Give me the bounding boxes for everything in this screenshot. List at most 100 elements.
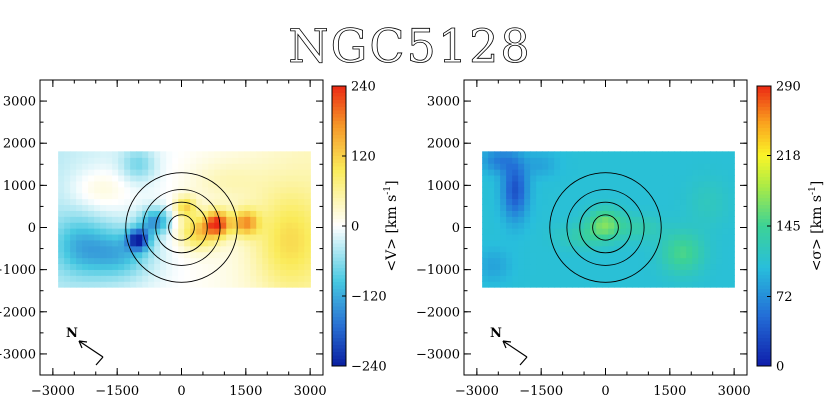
- heatmap-cell: [202, 157, 209, 164]
- heatmap-cell: [716, 251, 723, 259]
- heatmap-cell: [632, 204, 639, 211]
- heatmap-cell: [190, 151, 197, 158]
- colorbar-segment: [332, 303, 346, 307]
- heatmap-cell: [184, 163, 191, 170]
- heatmap-cell: [686, 216, 693, 223]
- heatmap-cell: [608, 216, 615, 223]
- heatmap-cell: [584, 281, 591, 288]
- heatmap-cell: [506, 192, 513, 200]
- heatmap-cell: [166, 222, 173, 229]
- heatmap-cell: [572, 169, 579, 176]
- heatmap-cell: [298, 281, 305, 288]
- heatmap-cell: [488, 251, 495, 259]
- heatmap-cell: [488, 192, 495, 200]
- heatmap-cell: [304, 204, 311, 211]
- heatmap-cell: [118, 222, 125, 229]
- heatmap-cell: [232, 192, 239, 200]
- heatmap-cell: [100, 180, 107, 188]
- heatmap-cell: [262, 216, 269, 223]
- heatmap-cell: [584, 174, 591, 182]
- heatmap-cell: [106, 151, 113, 158]
- heatmap-cell: [142, 169, 149, 176]
- heatmap-cell: [590, 245, 597, 253]
- heatmap-cell: [704, 233, 711, 241]
- aperture-circle: [125, 172, 238, 283]
- compass-north-label: N: [66, 326, 78, 341]
- heatmap-cell: [638, 169, 645, 176]
- heatmap-cell: [76, 251, 83, 259]
- heatmap-cell: [620, 163, 627, 170]
- heatmap-cell: [728, 269, 735, 276]
- heatmap-cell: [626, 186, 633, 194]
- heatmap-cell: [644, 275, 651, 282]
- heatmap-cell: [542, 192, 549, 200]
- heatmap-cell: [698, 228, 705, 235]
- heatmap-cell: [64, 222, 71, 229]
- heatmap-cell: [632, 245, 639, 253]
- colorbar-segment: [757, 292, 771, 297]
- heatmap-cell: [274, 157, 281, 164]
- heatmap-cell: [632, 169, 639, 176]
- heatmap-cell: [202, 186, 209, 194]
- heatmap-cell: [716, 186, 723, 194]
- heatmap-cell: [142, 257, 149, 265]
- heatmap-cell: [518, 180, 525, 188]
- heatmap-cell: [208, 174, 215, 182]
- heatmap-cell: [722, 239, 729, 247]
- heatmap-cell: [566, 198, 573, 206]
- heatmap-cell: [124, 157, 131, 164]
- heatmap-cell: [530, 204, 537, 211]
- heatmap-cell: [160, 222, 167, 229]
- heatmap-cell: [536, 216, 543, 223]
- heatmap-cell: [512, 228, 519, 235]
- heatmap-cell: [298, 216, 305, 223]
- heatmap-cell: [548, 216, 555, 223]
- colorbar-segment: [332, 362, 346, 367]
- heatmap-cell: [494, 281, 501, 288]
- heatmap-cell: [88, 251, 95, 259]
- heatmap-cell: [542, 163, 549, 170]
- heatmap-cell: [268, 210, 275, 217]
- colorbar-segment: [332, 257, 346, 262]
- heatmap-cell: [494, 257, 501, 265]
- heatmap-cell: [268, 151, 275, 158]
- heatmap-cell: [190, 198, 197, 206]
- heatmap-cell: [698, 239, 705, 247]
- heatmap-cell: [704, 216, 711, 223]
- heatmap-cell: [638, 222, 645, 229]
- heatmap-cell: [250, 245, 257, 253]
- y-tick-label: 1000: [3, 179, 36, 194]
- heatmap-cell: [190, 233, 197, 241]
- heatmap-cell: [106, 169, 113, 176]
- heatmap-cell: [184, 222, 191, 229]
- heatmap-cell: [238, 228, 245, 235]
- heatmap-cell: [178, 163, 185, 170]
- heatmap-cell: [214, 186, 221, 194]
- heatmap-cell: [482, 269, 489, 276]
- heatmap-cell: [190, 192, 197, 200]
- heatmap-cell: [298, 257, 305, 265]
- heatmap-cell: [304, 275, 311, 282]
- heatmap-cell: [650, 192, 657, 200]
- heatmap-cell: [512, 222, 519, 229]
- heatmap-cell: [614, 257, 621, 265]
- heatmap-cell: [76, 275, 83, 282]
- heatmap-cell: [512, 157, 519, 164]
- colorbar-segment: [757, 93, 771, 97]
- heatmap-cell: [298, 180, 305, 188]
- heatmap-cell: [578, 269, 585, 276]
- heatmap-cell: [596, 239, 603, 247]
- colorbar-tick-label: −120: [351, 290, 387, 305]
- heatmap-cell: [686, 151, 693, 158]
- heatmap-cell: [722, 151, 729, 158]
- heatmap-cell: [274, 269, 281, 276]
- heatmap-cell: [704, 192, 711, 200]
- heatmap-cell: [256, 192, 263, 200]
- heatmap-cell: [632, 198, 639, 206]
- colorbar-segment: [332, 149, 346, 153]
- heatmap-cell: [536, 251, 543, 259]
- heatmap-cell: [554, 281, 561, 288]
- heatmap-cell: [728, 192, 735, 200]
- heatmap-cell: [650, 275, 657, 282]
- heatmap-cell: [494, 233, 501, 241]
